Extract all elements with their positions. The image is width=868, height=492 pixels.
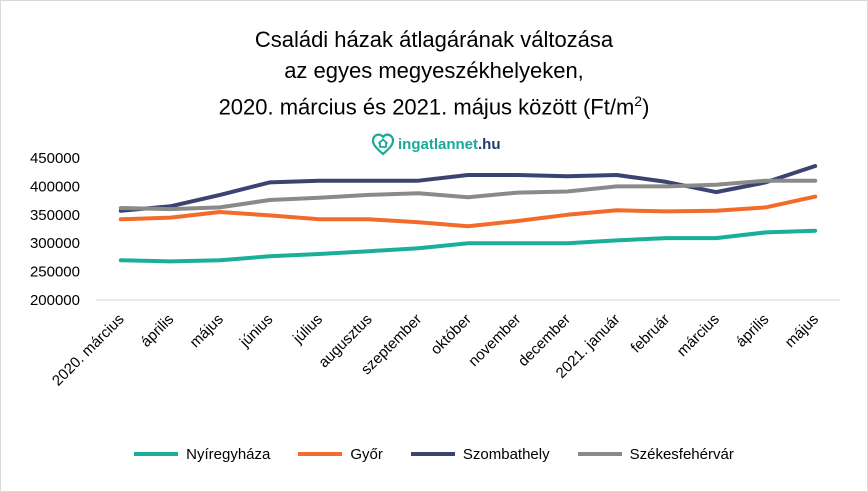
ingatlannet-logo: ingatlannet.hu <box>371 132 501 156</box>
legend-item: Székesfehérvár <box>577 445 734 463</box>
legend-item: Nyíregyháza <box>134 446 270 463</box>
logo-name: ingatlannet <box>398 135 479 153</box>
legend-label: Nyíregyháza <box>186 445 271 463</box>
y-tick-label: 400000 <box>30 178 80 195</box>
y-tick-label: 450000 <box>30 150 80 167</box>
y-tick-label: 250000 <box>30 264 80 281</box>
x-tick-label: május <box>782 311 822 351</box>
x-tick-label: április <box>137 311 177 351</box>
legend-label: Szombathely <box>462 445 550 463</box>
series-line-3 <box>118 164 818 213</box>
legend-swatch <box>577 452 622 456</box>
legend-label: Székesfehérvár <box>629 445 734 463</box>
x-tick-label: március <box>674 311 723 360</box>
legend-swatch <box>298 452 343 456</box>
x-tick-label: április <box>733 311 773 351</box>
y-axis: 200000 250000 300000 350000 400000 450000 <box>30 150 80 309</box>
legend: Nyíregyháza Győr Szombathely Székesfehérvár <box>0 440 868 468</box>
chart-title-line-3: 2020. március és 2021. május között (Ft/… <box>0 86 868 122</box>
x-tick-label: 2020. március <box>49 311 128 390</box>
legend-swatch <box>134 452 179 456</box>
series-line-4 <box>118 178 818 212</box>
series-lines <box>118 164 818 264</box>
series-line-1 <box>118 228 818 264</box>
x-tick-label: október <box>427 311 474 358</box>
logo-tld: .hu <box>478 135 501 153</box>
legend-item: Szombathely <box>410 445 550 463</box>
x-tick-label: július <box>289 311 326 348</box>
y-tick-label: 300000 <box>30 235 80 252</box>
x-axis: 2020. március április május június júliusaug… <box>49 311 822 390</box>
house-heart-icon <box>371 133 395 156</box>
x-tick-label: november <box>465 311 524 370</box>
logo-text: ingatlannet.hu <box>398 136 501 153</box>
title-superscript: 2 <box>634 93 643 109</box>
chart-title: Családi házak átlagárának változása az e… <box>0 24 868 122</box>
chart-title-line-1: Családi házak átlagárának változása <box>254 27 614 52</box>
legend-item: Győr <box>298 446 383 463</box>
x-tick-label: február <box>628 311 674 357</box>
legend-label: Győr <box>350 445 383 463</box>
title-suffix: ) <box>642 94 650 120</box>
legend-swatch <box>410 452 455 456</box>
x-tick-label: június <box>236 311 276 351</box>
chart-title-line-2: az egyes megyeszékhelyeken, <box>284 58 584 83</box>
x-tick-label: május <box>187 311 227 351</box>
y-tick-label: 350000 <box>30 207 80 224</box>
title-text: 2020. március és 2021. május között (Ft/… <box>218 94 635 120</box>
series-line-2 <box>118 194 818 229</box>
y-tick-label: 200000 <box>30 292 80 309</box>
